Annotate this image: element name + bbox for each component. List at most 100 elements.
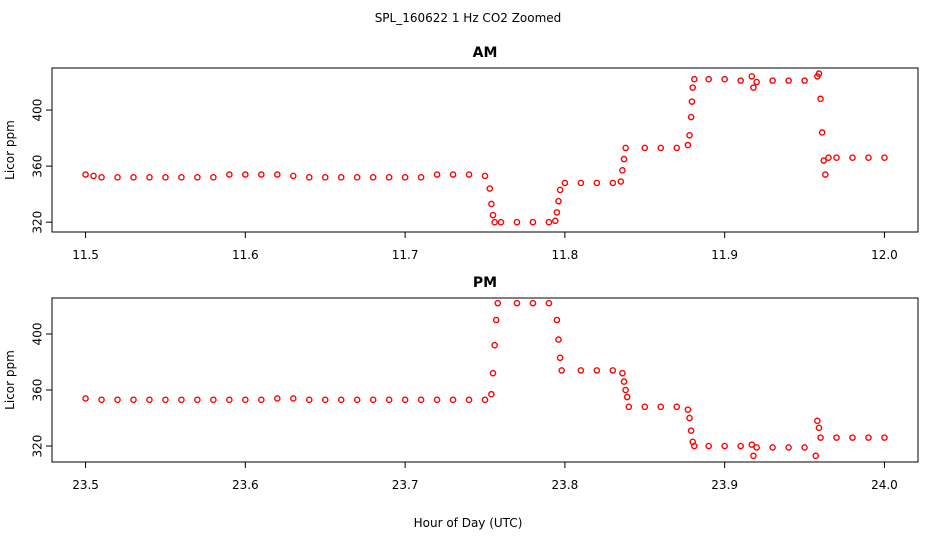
point [90,172,97,180]
point [815,424,823,432]
point [273,171,281,178]
point [98,396,105,404]
y-tick-label: 320 [31,211,45,234]
plot-frame [51,67,919,233]
point [556,186,564,194]
point [289,395,297,402]
point [750,84,757,91]
y-tick-label: 320 [31,435,45,458]
point [684,141,692,149]
x-tick-label: 23.7 [392,478,419,492]
point [529,218,537,226]
point [82,395,89,402]
point [753,78,760,86]
y-tick-label: 360 [31,379,45,402]
point [553,209,561,216]
point [489,211,497,219]
point [449,396,457,404]
point [705,75,712,83]
x-tick-label: 11.9 [711,248,738,262]
point [686,414,693,422]
point [609,179,617,187]
point [785,444,792,451]
point [593,179,601,187]
x-tick-label: 12.0 [871,248,898,262]
point [337,174,345,181]
point [748,441,756,448]
point [114,396,121,404]
point [210,396,217,404]
point [673,144,681,152]
y-axis-label: Licor ppm [3,350,17,410]
point [577,179,585,187]
point [369,174,377,181]
point [814,417,821,425]
point [593,367,601,374]
point [865,434,872,441]
point [620,155,628,163]
point [433,396,441,404]
point [162,396,169,404]
point [545,218,553,226]
point [849,434,856,441]
point [114,174,121,181]
plot-frame [51,297,919,463]
point [385,396,393,404]
point [833,434,840,441]
point [353,396,361,404]
point [545,299,553,307]
point [465,171,473,178]
point [491,341,498,349]
point [688,98,696,105]
y-axis-label: Licor ppm [3,120,17,180]
point [623,393,631,401]
point [321,174,329,181]
x-axis-label: Hour of Day (UTC) [414,516,523,530]
point [818,129,826,136]
point [494,299,502,307]
point [622,144,629,152]
point [529,299,537,307]
point [385,174,393,181]
point [513,299,521,307]
point [555,197,562,205]
x-tick-label: 11.5 [72,248,99,262]
x-tick-label: 23.6 [232,478,259,492]
point [686,131,693,139]
point [146,396,153,404]
point [82,171,89,178]
point [750,452,757,460]
point [849,154,856,162]
point [488,200,495,208]
point [489,369,497,377]
point [130,396,137,404]
point [689,84,697,91]
point [815,70,823,77]
x-tick-label: 11.8 [552,248,579,262]
figure-title: SPL_160622 1 Hz CO2 Zoomed [375,11,562,25]
point [401,396,409,404]
y-tick-label: 400 [31,323,45,346]
point [617,178,625,185]
point [273,395,281,402]
point [497,218,505,226]
point [401,174,409,181]
point [417,174,425,181]
point [465,396,473,404]
y-tick-label: 360 [31,155,45,178]
point [769,77,776,84]
point [258,171,265,178]
point [817,95,824,103]
point [417,396,425,404]
point [812,452,820,460]
point [820,157,828,164]
point [753,444,760,451]
point [353,174,361,181]
point [369,396,377,404]
point [305,174,313,181]
point [625,403,633,411]
point [684,406,692,413]
point [801,77,808,84]
point [817,434,824,441]
